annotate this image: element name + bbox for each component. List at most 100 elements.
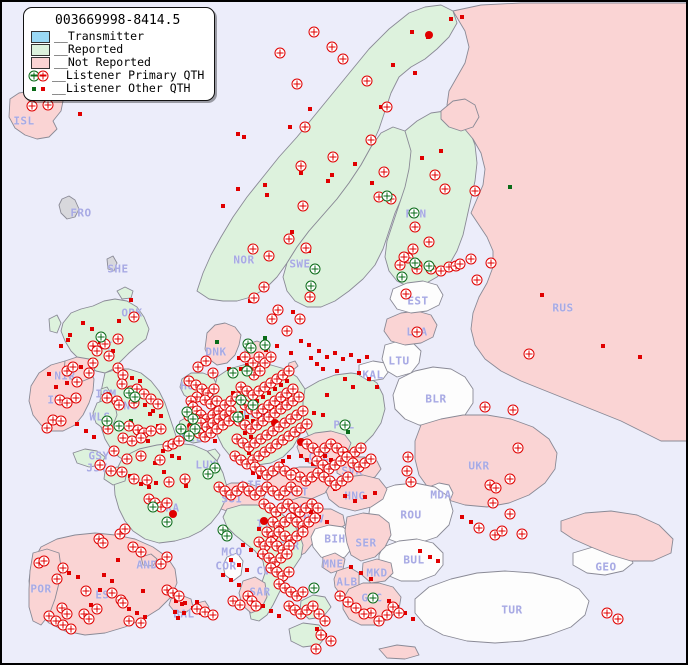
listener-primary-qth-marker: [117, 597, 129, 609]
listener-other-qth-marker: [285, 379, 289, 383]
listener-other-qth-marker: [247, 451, 251, 455]
listener-other-qth-marker: [79, 365, 83, 369]
listener-primary-qth-marker: [315, 629, 327, 641]
listener-other-qth-marker: [273, 387, 277, 391]
listener-primary-qth-marker: [396, 271, 408, 283]
listener-primary-qth-marker: [208, 383, 220, 395]
legend-label: __Not Reported: [54, 55, 151, 69]
listener-primary-qth-marker: [87, 357, 99, 369]
listener-primary-qth-marker: [612, 613, 624, 625]
listener-primary-qth-marker: [304, 291, 316, 303]
listener-primary-qth-marker: [387, 601, 399, 613]
listener-other-qth-marker: [343, 494, 347, 498]
listener-other-qth-marker: [66, 338, 70, 342]
listener-primary-qth-marker: [108, 445, 120, 457]
legend-label: __Reported: [54, 42, 124, 56]
listener-primary-qth-marker: [135, 450, 147, 462]
listener-primary-qth-marker: [398, 251, 410, 263]
country-shape-nor: [197, 5, 457, 301]
legend-symbol: [41, 86, 45, 91]
country-shape-cor: [223, 553, 243, 581]
listener-cluster-marker: [260, 517, 268, 525]
listener-other-qth-marker: [92, 435, 96, 439]
listener-primary-qth-marker: [485, 257, 497, 269]
listener-primary-qth-marker: [285, 469, 297, 481]
listener-primary-qth-marker: [601, 607, 613, 619]
listener-primary-qth-marker: [309, 263, 321, 275]
listener-primary-qth-marker: [241, 365, 253, 377]
square-swatch-icon: [31, 43, 50, 56]
listener-primary-qth-marker: [57, 562, 69, 574]
listener-primary-qth-marker: [155, 423, 167, 435]
listener-primary-qth-marker: [263, 250, 275, 262]
listener-primary-qth-marker: [106, 587, 118, 599]
listener-primary-qth-marker: [83, 367, 95, 379]
listener-primary-qth-marker: [479, 401, 491, 413]
legend-row: __Listener Primary QTH: [28, 69, 204, 82]
listener-primary-qth-marker: [67, 361, 79, 373]
listener-primary-qth-marker: [161, 551, 173, 563]
listener-primary-qth-marker: [173, 435, 185, 447]
listener-other-qth-marker: [289, 351, 293, 355]
listener-primary-qth-marker: [378, 166, 390, 178]
listener-primary-qth-marker: [471, 274, 483, 286]
listener-other-qth-marker: [508, 185, 512, 189]
listener-primary-qth-marker: [400, 288, 412, 300]
listener-other-qth-marker: [243, 431, 247, 435]
listener-primary-qth-marker: [141, 474, 153, 486]
listener-other-qth-marker: [323, 454, 327, 458]
listener-other-qth-marker: [413, 71, 417, 75]
listener-primary-qth-marker: [221, 530, 233, 542]
listener-other-qth-marker: [349, 353, 353, 357]
listener-primary-qth-marker: [94, 459, 106, 471]
listener-other-qth-marker: [275, 344, 279, 348]
listener-primary-qth-marker: [103, 350, 115, 362]
map-legend: 003669998-8414.5 __Transmitter __Reported…: [23, 7, 216, 101]
listener-primary-qth-marker: [38, 555, 50, 567]
listener-other-qth-marker: [325, 520, 329, 524]
listener-primary-qth-marker: [116, 378, 128, 390]
listener-primary-qth-marker: [307, 600, 319, 612]
listener-primary-qth-marker: [326, 41, 338, 53]
listener-primary-qth-marker: [473, 522, 485, 534]
country-shape-ukr: [415, 415, 557, 507]
listener-primary-qth-marker: [161, 516, 173, 528]
listener-other-qth-marker: [449, 17, 453, 21]
listener-other-qth-marker: [138, 379, 142, 383]
listener-primary-qth-marker: [294, 313, 306, 325]
listener-primary-qth-marker: [423, 236, 435, 248]
listener-primary-qth-marker: [155, 558, 167, 570]
listener-primary-qth-marker: [209, 462, 221, 474]
square-swatch-icon: [31, 56, 50, 69]
listener-other-qth-marker: [309, 356, 313, 360]
listener-other-qth-marker: [75, 422, 79, 426]
listener-other-qth-marker: [241, 543, 245, 547]
listener-primary-qth-marker: [113, 420, 125, 432]
listener-primary-qth-marker: [129, 391, 141, 403]
listener-primary-qth-marker: [274, 47, 286, 59]
listener-primary-qth-marker: [281, 325, 293, 337]
listener-primary-qth-marker: [232, 411, 244, 423]
country-shape-rus-caucasus: [561, 511, 673, 561]
listener-other-qth-marker: [130, 376, 134, 380]
listener-primary-qth-marker: [487, 497, 499, 509]
listener-other-qth-marker: [245, 363, 249, 367]
country-shape-and: [141, 554, 157, 566]
listener-primary-qth-marker: [350, 602, 362, 614]
listener-primary-qth-marker: [239, 351, 251, 363]
listener-other-qth-marker: [638, 355, 642, 359]
listener-primary-qth-marker: [283, 566, 295, 578]
listener-primary-qth-marker: [121, 453, 133, 465]
listener-other-qth-marker: [135, 611, 139, 615]
listener-primary-qth-marker: [355, 442, 367, 454]
listener-primary-qth-marker: [327, 151, 339, 163]
listener-primary-qth-marker: [297, 405, 309, 417]
listener-primary-qth-marker: [258, 281, 270, 293]
listener-primary-qth-marker: [512, 442, 524, 454]
legend-row: __Reported: [31, 43, 204, 56]
listener-primary-qth-marker: [283, 233, 295, 245]
legend-label: __Transmitter: [54, 29, 145, 43]
listener-primary-qth-marker: [71, 376, 83, 388]
listener-primary-qth-marker: [439, 183, 451, 195]
listener-other-qth-marker: [357, 371, 361, 375]
